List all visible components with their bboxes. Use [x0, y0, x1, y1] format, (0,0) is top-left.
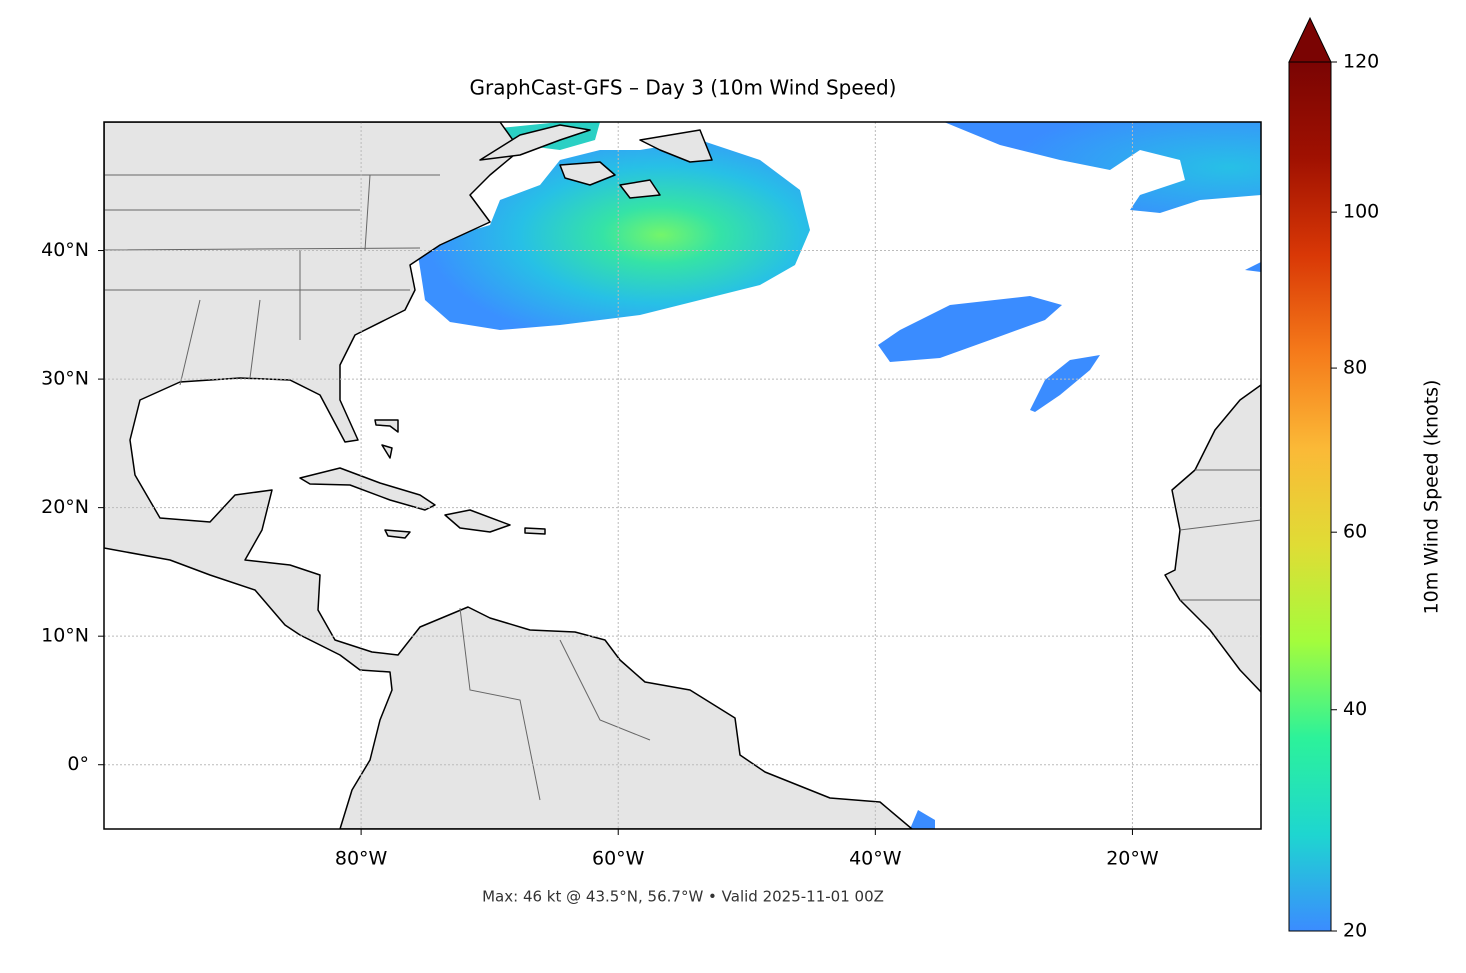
land [1164, 384, 1261, 693]
land [479, 124, 713, 199]
y-tick-label: 30°N [41, 368, 89, 390]
colorbar-extension [1288, 16, 1332, 63]
colorbar-tick-label: 100 [1343, 201, 1379, 223]
y-tick-label: 20°N [41, 496, 89, 518]
colorbar [1288, 61, 1332, 932]
x-tick-label: 40°W [849, 848, 902, 870]
wind-field [1245, 262, 1261, 272]
border [104, 174, 1261, 801]
wind-field [418, 140, 810, 330]
footnote: Max: 46 kt @ 43.5°N, 56.7°W • Valid 2025… [482, 888, 884, 906]
y-tick-label: 40°N [41, 239, 89, 261]
map [104, 122, 1261, 829]
wind-field [878, 296, 1062, 362]
colorbar-tick-label: 20 [1343, 920, 1367, 942]
colorbar-tick-label: 60 [1343, 521, 1367, 543]
wind-field [1030, 355, 1100, 412]
colorbar-tick-label: 80 [1343, 357, 1367, 379]
colorbar-tick-label: 120 [1343, 51, 1379, 73]
x-tick-label: 60°W [592, 848, 645, 870]
x-tick-label: 20°W [1106, 848, 1159, 870]
map-frame [103, 121, 1262, 830]
x-tick-label: 80°W [335, 848, 388, 870]
y-tick-label: 0° [67, 753, 89, 775]
colorbar-tick-label: 40 [1343, 698, 1367, 720]
y-tick-label: 10°N [41, 625, 89, 647]
land [104, 122, 913, 829]
colorbar-label: 10m Wind Speed (knots) [1421, 380, 1443, 615]
chart-title: GraphCast-GFS – Day 3 (10m Wind Speed) [470, 76, 897, 100]
wind-field [944, 122, 1261, 213]
